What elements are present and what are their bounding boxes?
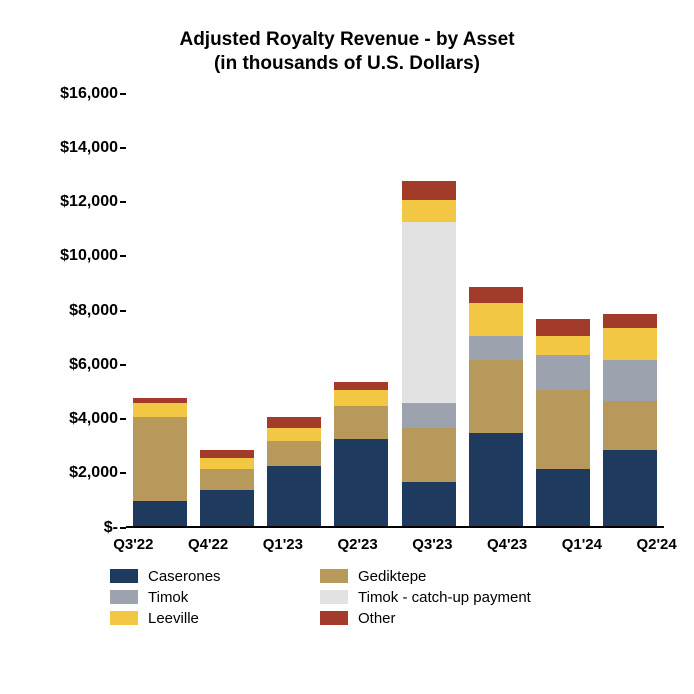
x-axis-label: Q3'23 (395, 536, 470, 553)
y-axis-tick-label: $16,000 (30, 85, 118, 103)
y-axis-tick-label: $- (30, 519, 118, 537)
legend-item: Caserones (110, 568, 320, 585)
legend-swatch (320, 611, 348, 625)
y-axis-tick-label: $4,000 (30, 410, 118, 428)
bar-stack (133, 398, 187, 525)
bar-stack (334, 382, 388, 526)
y-axis-tick-label: $10,000 (30, 247, 118, 265)
bar-segment (536, 355, 590, 390)
bar-stack (603, 314, 657, 526)
bar-segment (267, 417, 321, 428)
legend-item: Timok - catch-up payment (320, 589, 610, 606)
y-axis-tick-label: $14,000 (30, 139, 118, 157)
y-axis-tick-label: $6,000 (30, 356, 118, 374)
x-axis-labels: Q3'22Q4'22Q1'23Q2'23Q3'23Q4'23Q1'24Q2'24 (96, 536, 694, 553)
bar-segment (133, 403, 187, 417)
x-axis-label: Q1'24 (545, 536, 620, 553)
x-axis-label: Q2'24 (619, 536, 694, 553)
legend-label: Other (358, 610, 396, 627)
bar-segment (133, 417, 187, 501)
bar-stack (267, 417, 321, 525)
bar-segment (469, 360, 523, 433)
legend-swatch (110, 611, 138, 625)
bar-segment (536, 319, 590, 335)
x-axis-label: Q1'23 (246, 536, 321, 553)
bar-segment (334, 382, 388, 390)
legend-swatch (320, 569, 348, 583)
bar-segment (603, 401, 657, 450)
y-axis-tick-label: $12,000 (30, 193, 118, 211)
bar-slot (126, 94, 193, 526)
legend-label: Leeville (148, 610, 199, 627)
bar-segment (536, 390, 590, 469)
bar-slot (328, 94, 395, 526)
bar-segment (402, 403, 456, 427)
bar-segment (334, 390, 388, 406)
legend-swatch (110, 590, 138, 604)
bar-slot (597, 94, 664, 526)
legend-swatch (110, 569, 138, 583)
bar-segment (402, 428, 456, 482)
bars-region (126, 94, 664, 528)
x-axis-label: Q4'23 (470, 536, 545, 553)
bar-segment (536, 336, 590, 355)
bar-segment (334, 406, 388, 439)
legend: Caserones Gediktepe Timok Timok - catch-up … (110, 568, 610, 627)
bar-segment (603, 314, 657, 328)
bar-stack (536, 319, 590, 525)
chart-container: Adjusted Royalty Revenue - by Asset (in … (0, 0, 694, 694)
legend-label: Caserones (148, 568, 221, 585)
legend-label: Timok (148, 589, 188, 606)
bar-segment (200, 458, 254, 469)
legend-item: Other (320, 610, 610, 627)
bar-segment (200, 490, 254, 525)
y-axis-tick-label: $8,000 (30, 302, 118, 320)
bar-slot (530, 94, 597, 526)
chart-title-line1: Adjusted Royalty Revenue - by Asset (30, 28, 664, 52)
legend-item: Timok (110, 589, 320, 606)
legend-item: Leeville (110, 610, 320, 627)
legend-swatch (320, 590, 348, 604)
bar-segment (469, 433, 523, 525)
x-axis-label: Q2'23 (320, 536, 395, 553)
bar-slot (261, 94, 328, 526)
plot-area: $-$2,000$4,000$6,000$8,000$10,000$12,000… (30, 94, 664, 528)
legend-label: Timok - catch-up payment (358, 589, 531, 606)
bar-segment (536, 469, 590, 526)
bar-stack (200, 450, 254, 526)
x-axis-label: Q3'22 (96, 536, 171, 553)
bar-segment (402, 222, 456, 404)
bar-segment (200, 450, 254, 458)
bar-segment (402, 200, 456, 222)
chart-title-line2: (in thousands of U.S. Dollars) (30, 52, 664, 76)
bar-segment (469, 287, 523, 303)
bar-segment (402, 181, 456, 200)
bar-segment (267, 441, 321, 465)
bar-slot (462, 94, 529, 526)
legend-item: Gediktepe (320, 568, 610, 585)
bar-segment (603, 328, 657, 361)
bar-segment (334, 439, 388, 526)
bar-segment (603, 450, 657, 526)
bar-segment (469, 303, 523, 336)
bar-segment (603, 360, 657, 401)
bar-segment (267, 466, 321, 526)
bar-segment (402, 482, 456, 525)
y-axis-tick-label: $2,000 (30, 464, 118, 482)
bar-segment (469, 336, 523, 360)
legend-label: Gediktepe (358, 568, 426, 585)
bar-stack (469, 287, 523, 526)
bar-segment (200, 469, 254, 491)
bar-segment (267, 428, 321, 442)
bar-slot (395, 94, 462, 526)
bar-slot (193, 94, 260, 526)
y-axis: $-$2,000$4,000$6,000$8,000$10,000$12,000… (30, 94, 126, 528)
chart-title: Adjusted Royalty Revenue - by Asset (in … (30, 28, 664, 76)
bar-stack (402, 181, 456, 525)
bar-segment (133, 501, 187, 525)
x-axis-label: Q4'22 (171, 536, 246, 553)
